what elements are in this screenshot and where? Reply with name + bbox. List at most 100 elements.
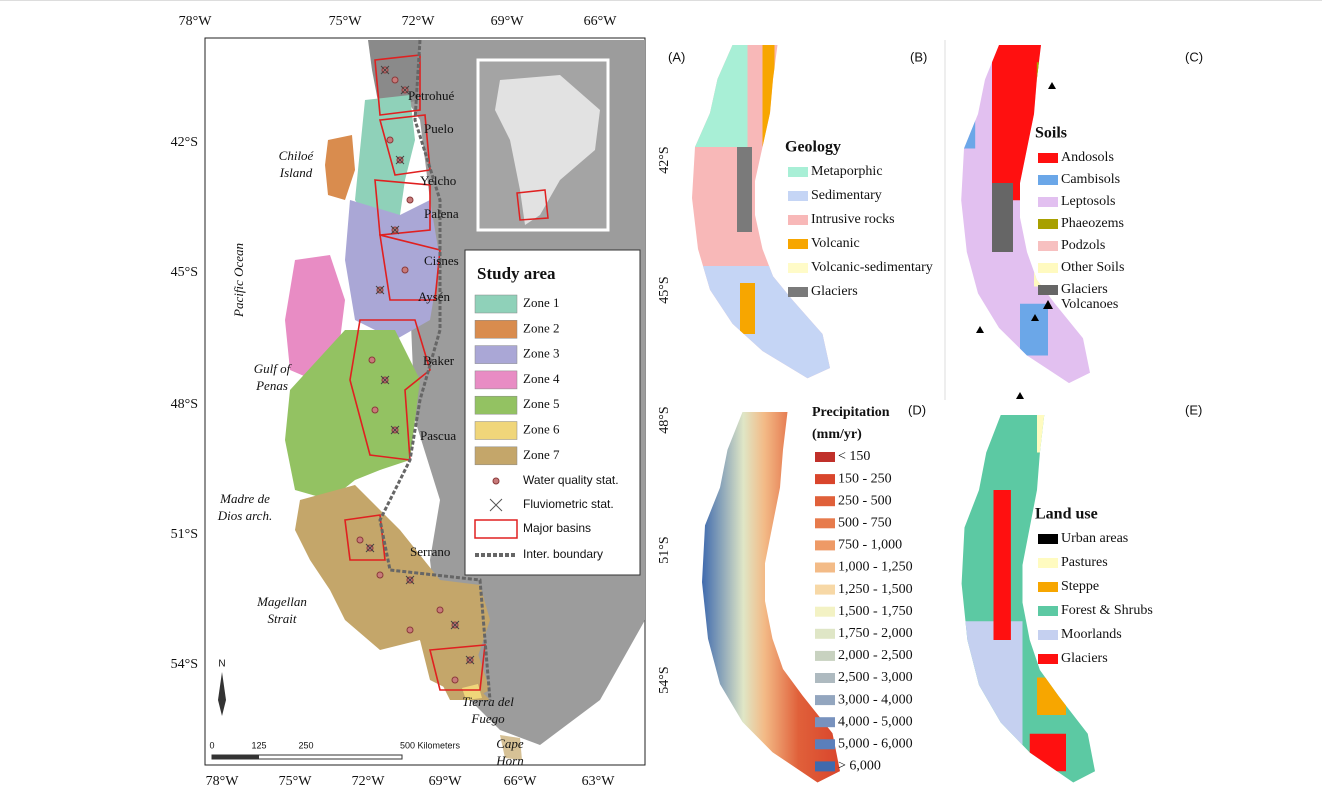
legend-label: Leptosols	[1061, 194, 1115, 209]
map-unit	[992, 183, 1013, 252]
legend-swatch	[788, 167, 808, 177]
lon-label-top: 75°W	[329, 14, 363, 29]
panel-label: (D)	[908, 402, 926, 417]
legend-swatch	[1038, 175, 1058, 185]
basin-name: Palena	[424, 206, 459, 221]
legend-swatch	[788, 215, 808, 225]
place-name: Island	[279, 165, 313, 180]
place-name: Fuego	[470, 711, 505, 726]
lon-label-bottom: 69°W	[429, 774, 463, 789]
legend-title: (mm/yr)	[812, 427, 862, 442]
legend-label: Zone 4	[523, 371, 560, 386]
legend-label: Urban areas	[1061, 531, 1128, 546]
lon-label-top: 78°W	[179, 14, 213, 29]
legend-label: Water quality stat.	[523, 473, 619, 487]
legend-swatch	[475, 320, 517, 338]
figure: 78°W75°W72°W69°W66°W78°W75°W72°W69°W66°W…	[0, 0, 1322, 795]
legend-swatch	[1038, 534, 1058, 544]
basin-name: Aysén	[418, 289, 451, 304]
legend-title: Precipitation	[812, 405, 890, 420]
legend-label: 3,000 - 4,000	[838, 692, 913, 707]
legend-swatch	[788, 239, 808, 249]
legend-swatch	[815, 673, 835, 683]
legend-label: > 6,000	[838, 759, 881, 774]
legend-water-icon	[493, 478, 499, 484]
lon-label-top: 69°W	[491, 14, 525, 29]
legend-label: Forest & Shrubs	[1061, 603, 1153, 618]
legend-swatch	[815, 607, 835, 617]
legend-label: 150 - 250	[838, 471, 892, 486]
legend-label: 1,000 - 1,250	[838, 560, 913, 575]
scale-label: 500 Kilometers	[400, 740, 461, 750]
legend-swatch	[815, 474, 835, 484]
legend-label: Andosols	[1061, 150, 1114, 165]
legend-label: Inter. boundary	[523, 547, 603, 561]
legend-label: Podzols	[1061, 238, 1105, 253]
basin-name: Baker	[423, 353, 455, 368]
legend-label: Zone 6	[523, 421, 560, 436]
legend-swatch	[475, 447, 517, 465]
lon-label-bottom: 75°W	[279, 774, 313, 789]
legend-label: Glaciers	[811, 284, 858, 299]
legend-label: 250 - 500	[838, 493, 892, 508]
legend-swatch	[815, 761, 835, 771]
legend-label: 5,000 - 6,000	[838, 737, 913, 752]
legend-label: Major basins	[523, 521, 591, 535]
water-quality-station	[369, 357, 375, 363]
place-name: Cape	[496, 736, 524, 751]
water-quality-station	[387, 137, 393, 143]
basin-name: Cisnes	[424, 253, 459, 268]
legend-label: 4,000 - 5,000	[838, 714, 913, 729]
map-unit	[740, 283, 755, 334]
legend-label: Zone 3	[523, 346, 559, 361]
legend-swatch	[475, 346, 517, 364]
panel-label: (E)	[1185, 402, 1202, 417]
legend-swatch	[1038, 582, 1058, 592]
place-name: Madre de	[219, 491, 270, 506]
lat-label-right: 51°S	[657, 536, 672, 563]
legend-label: Intrusive rocks	[811, 212, 895, 227]
place-name: Chiloé	[279, 148, 315, 163]
basin-name: Petrohué	[408, 88, 454, 103]
legend-swatch	[815, 629, 835, 639]
legend-label: Volcanoes	[1061, 297, 1118, 312]
place-name: Tierra del	[462, 694, 514, 709]
lon-label-bottom: 72°W	[352, 774, 386, 789]
legend-swatch	[815, 563, 835, 573]
scale-label: 125	[251, 740, 266, 750]
legend-swatch	[1038, 241, 1058, 251]
legend-label: 1,500 - 1,750	[838, 604, 913, 619]
lon-label-bottom: 66°W	[504, 774, 538, 789]
lat-label-right: 42°S	[657, 146, 672, 173]
legend-label: 2,000 - 2,500	[838, 648, 913, 663]
north-label: N	[218, 659, 225, 670]
legend-title: Study area	[477, 264, 556, 283]
scale-label: 0	[209, 740, 214, 750]
place-name: Horn	[495, 753, 523, 768]
legend-label: Steppe	[1061, 579, 1099, 594]
basin-name: Pascua	[420, 428, 456, 443]
legend-label: Zone 2	[523, 320, 559, 335]
legend-label: Glaciers	[1061, 282, 1108, 297]
legend-label: Zone 7	[523, 447, 560, 462]
panel-label: (B)	[910, 49, 927, 64]
legend-swatch	[1038, 219, 1058, 229]
legend-title: Geology	[785, 139, 841, 156]
zone-area	[345, 200, 440, 340]
legend-swatch	[475, 396, 517, 414]
legend-label: Volcanic	[811, 236, 860, 251]
legend-swatch	[788, 191, 808, 201]
lat-label-left: 42°S	[171, 135, 198, 150]
lat-label-left: 51°S	[171, 527, 198, 542]
legend-label: Zone 1	[523, 295, 559, 310]
legend-label: Pastures	[1061, 555, 1108, 570]
legend-swatch	[1038, 285, 1058, 295]
legend-title: Soils	[1035, 125, 1067, 142]
legend-swatch	[1038, 558, 1058, 568]
legend-swatch	[815, 651, 835, 661]
map-unit	[994, 490, 1011, 640]
basin-name: Serrano	[410, 544, 450, 559]
scale-bar-fill	[212, 755, 259, 759]
legend-label: < 150	[838, 449, 870, 464]
map-unit	[737, 147, 752, 232]
